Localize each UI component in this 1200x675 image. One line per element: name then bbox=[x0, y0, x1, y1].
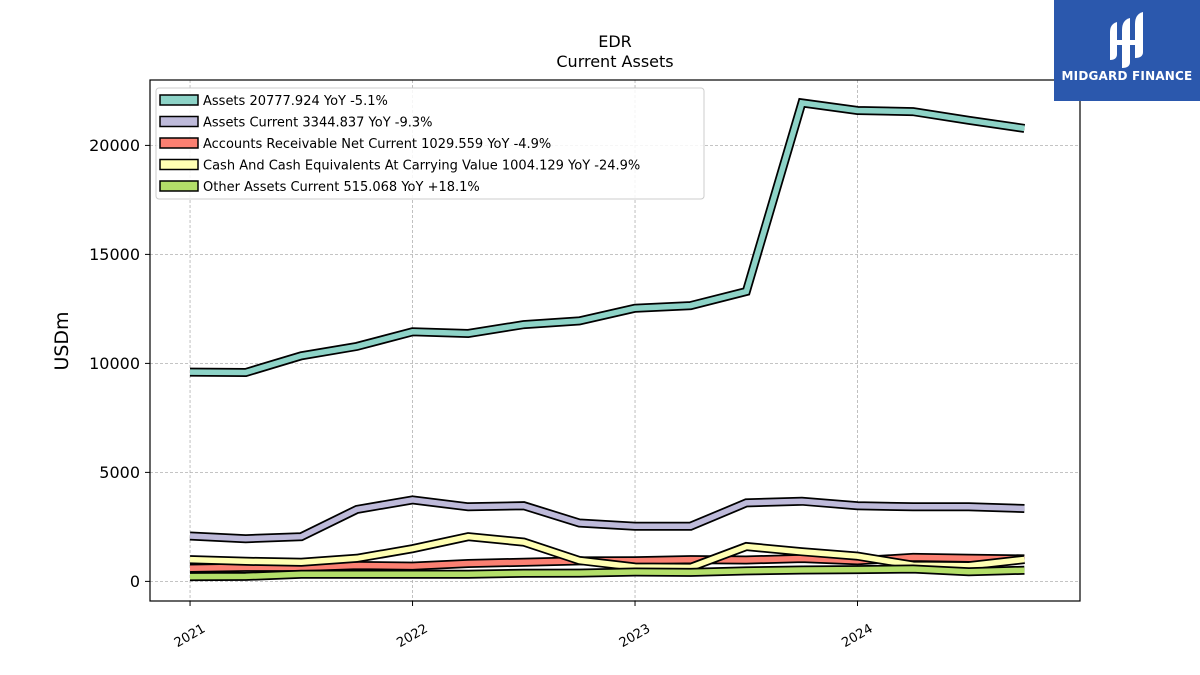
x-tick-label: 2022 bbox=[394, 621, 430, 651]
y-tick-label: 20000 bbox=[89, 136, 140, 155]
y-tick-label: 15000 bbox=[89, 245, 140, 264]
series-line bbox=[189, 99, 1025, 376]
legend-label: Cash And Cash Equivalents At Carrying Va… bbox=[203, 159, 640, 174]
plot-frame bbox=[149, 79, 1081, 602]
chart-subtitle: Current Assets bbox=[556, 52, 673, 71]
brand-mark-icon bbox=[1110, 12, 1143, 68]
legend-swatch bbox=[159, 137, 199, 149]
series-layer bbox=[189, 97, 1026, 582]
legend-swatch bbox=[159, 94, 199, 106]
series-line bbox=[189, 533, 1025, 571]
legend-swatch bbox=[159, 115, 199, 128]
legend-box bbox=[155, 87, 705, 200]
x-tick-label: 2023 bbox=[617, 621, 653, 651]
y-tick-label: 10000 bbox=[89, 354, 140, 373]
x-tick-label: 2021 bbox=[172, 621, 208, 651]
x-tick-label: 2024 bbox=[839, 621, 875, 651]
legend-label: Assets 20777.924 YoY -5.1% bbox=[203, 94, 388, 109]
y-tick-label: 0 bbox=[130, 572, 140, 591]
series-line bbox=[189, 566, 1025, 580]
series-line bbox=[189, 497, 1025, 542]
legend-label: Accounts Receivable Net Current 1029.559… bbox=[203, 137, 551, 152]
legend-swatch bbox=[159, 180, 199, 192]
brand-name: MIDGARD FINANCE bbox=[1061, 69, 1193, 83]
legend-swatch bbox=[159, 158, 199, 171]
legend: Assets 20777.924 YoY -5.1% Assets Current… bbox=[155, 87, 705, 200]
brand-logo: MIDGARD FINANCE bbox=[1054, 0, 1200, 101]
legend-label: Assets Current 3344.837 YoY -9.3% bbox=[203, 116, 433, 131]
series-1 bbox=[189, 495, 1025, 544]
chart-title: EDR bbox=[598, 32, 632, 51]
series-0 bbox=[189, 97, 1026, 378]
y-tick-label: 5000 bbox=[99, 463, 140, 482]
legend-label: Other Assets Current 515.068 YoY +18.1% bbox=[203, 180, 480, 195]
series-3 bbox=[189, 532, 1025, 572]
series-4 bbox=[189, 564, 1025, 582]
y-axis-label: USDm bbox=[51, 311, 73, 370]
